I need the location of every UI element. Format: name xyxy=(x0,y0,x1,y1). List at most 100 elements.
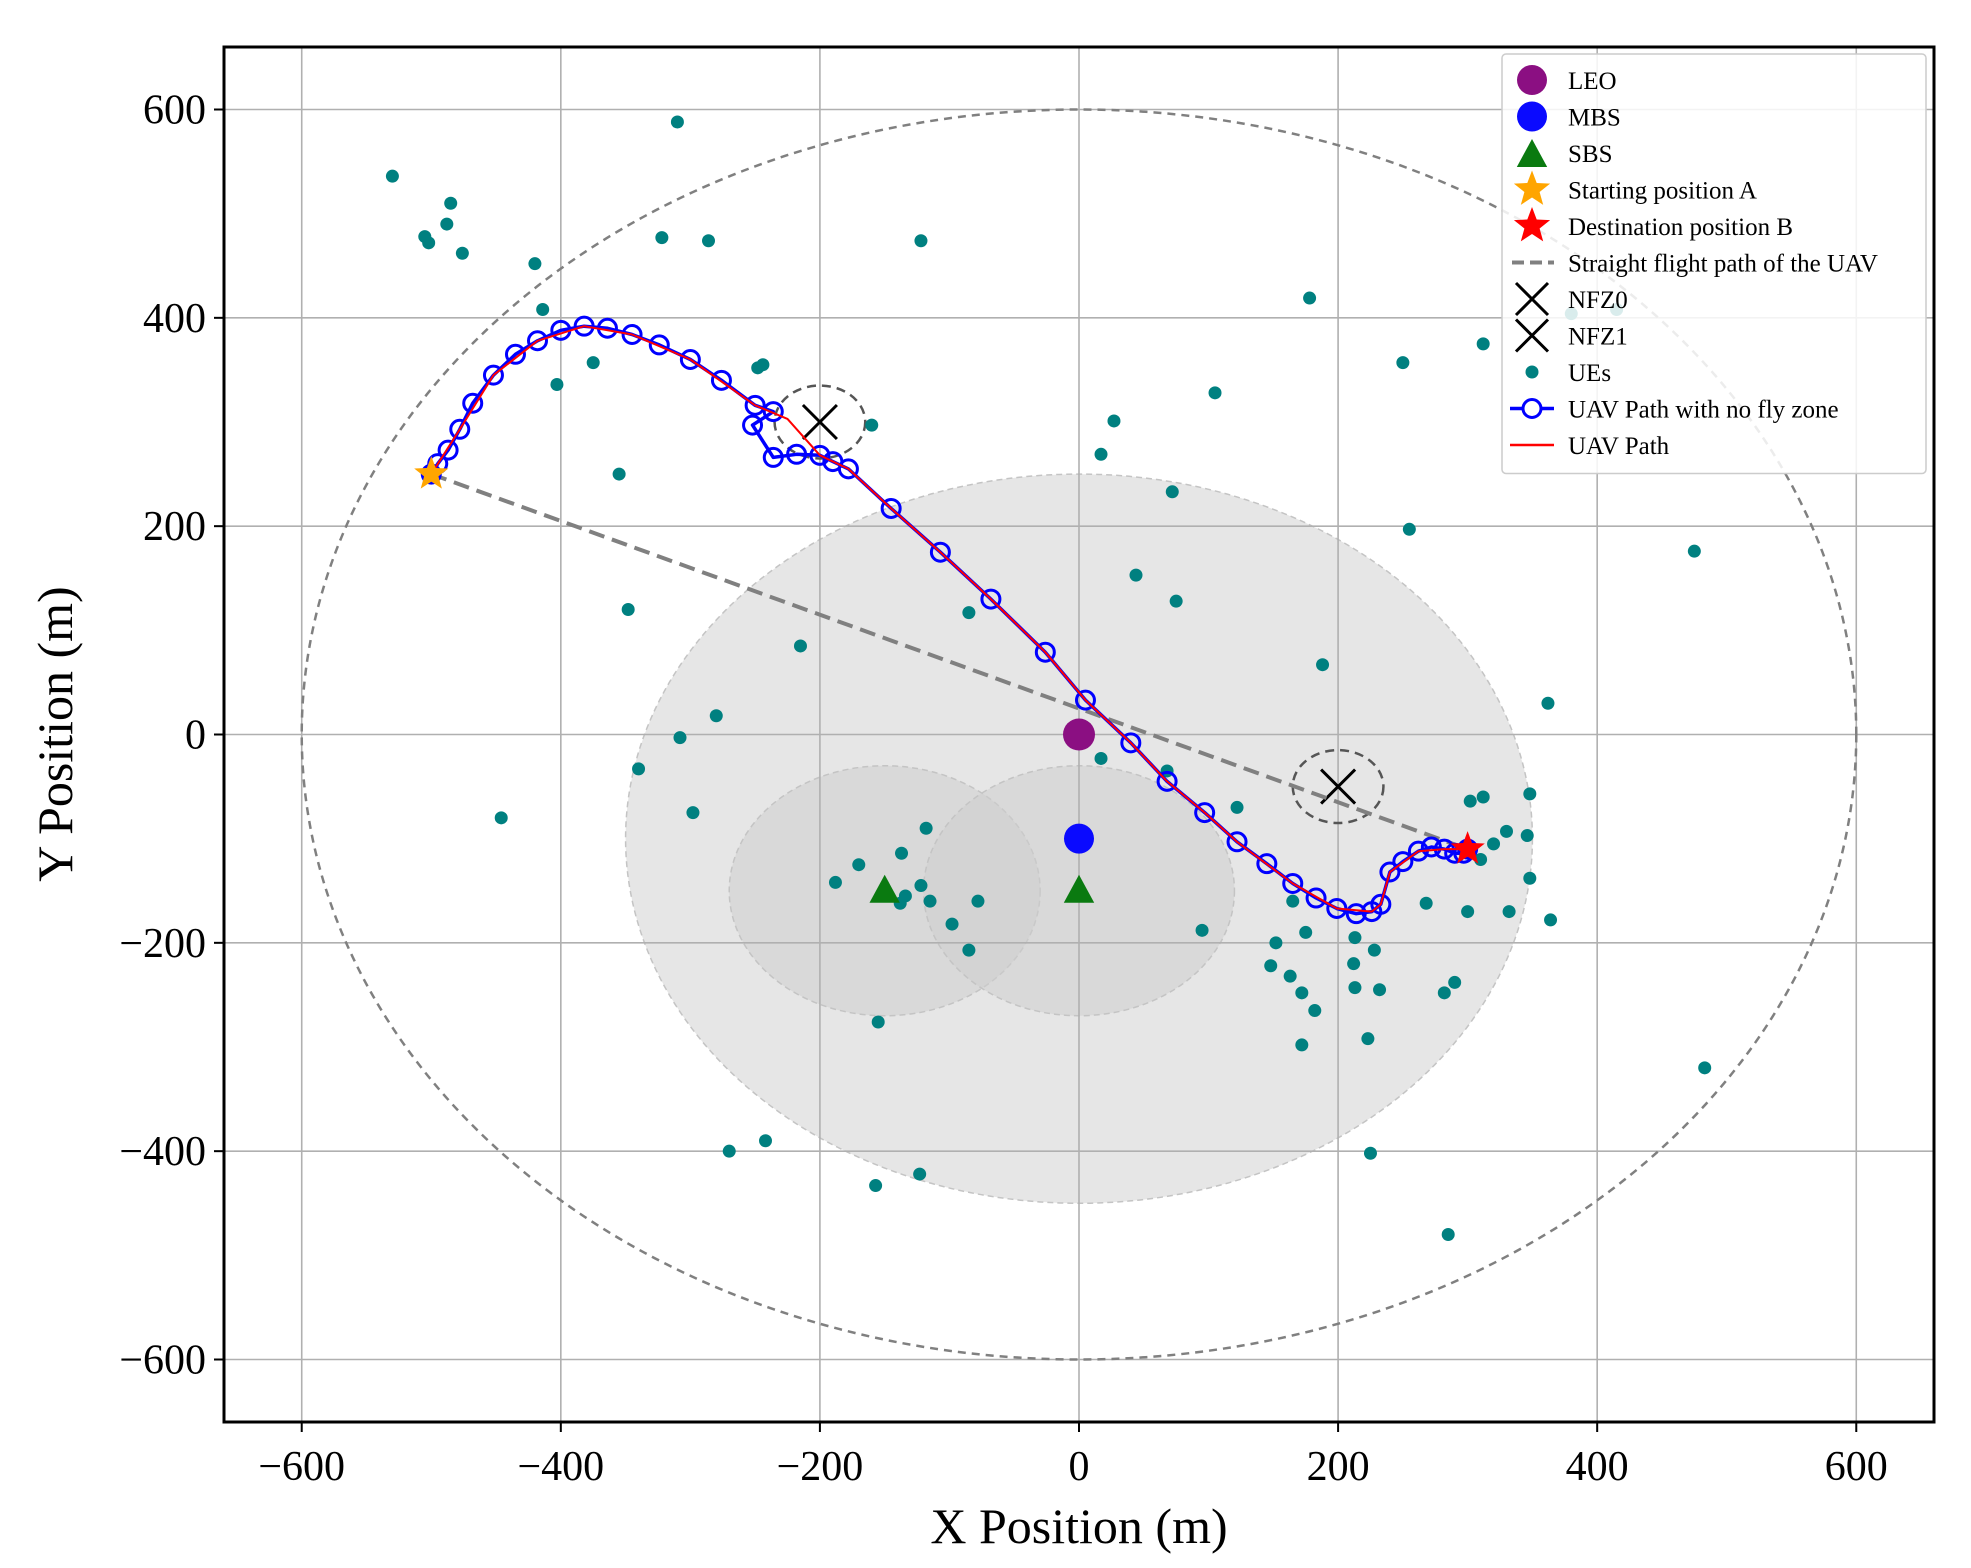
uav-path-nfz-point xyxy=(1305,887,1327,909)
ue-point xyxy=(1348,931,1362,945)
uav-path-nfz-point xyxy=(462,392,484,414)
ue-point xyxy=(1476,337,1490,351)
ue-point xyxy=(1169,594,1183,608)
ue-point xyxy=(586,356,600,370)
x-tick-label: 400 xyxy=(1566,1444,1629,1490)
uav-path-nfz-point xyxy=(742,414,764,436)
uav-path-nfz-point xyxy=(837,458,859,480)
ue-point xyxy=(756,358,770,372)
uav-path-nfz-point xyxy=(762,446,784,468)
uav-path-nfz-point xyxy=(1379,861,1401,883)
ue-point xyxy=(1437,986,1451,1000)
ue-point xyxy=(1107,414,1121,428)
ue-point xyxy=(1461,905,1475,919)
ue-point xyxy=(422,236,436,250)
ue-point xyxy=(945,917,959,931)
legend-label-nfz0: NFZ0 xyxy=(1568,287,1628,314)
uav-path-nfz-point xyxy=(710,369,732,391)
ue-point xyxy=(1165,485,1179,499)
ue-point xyxy=(655,231,669,245)
ue-point xyxy=(1448,975,1462,989)
y-tick-label: 600 xyxy=(143,88,206,134)
ue-point xyxy=(621,603,635,616)
ue-point xyxy=(1264,959,1278,973)
ue-point xyxy=(914,234,928,248)
start-marker xyxy=(414,456,449,489)
ue-point xyxy=(1463,794,1477,808)
uav-path-nfz-point xyxy=(482,364,504,386)
y-axis-label: Y Position (m) xyxy=(27,586,83,881)
ue-point xyxy=(962,606,976,620)
y-tick-label: 200 xyxy=(143,504,206,550)
legend-label-sbs: SBS xyxy=(1568,141,1612,168)
uav-path-nfz-point xyxy=(1194,802,1216,824)
ue-point xyxy=(709,709,723,723)
leo-marker xyxy=(1063,718,1095,751)
ue-point xyxy=(1373,983,1387,997)
ue-point xyxy=(1094,447,1108,461)
ue-point xyxy=(385,169,399,183)
ue-point xyxy=(869,1179,883,1193)
ue-point xyxy=(1541,696,1555,710)
uav-path-line xyxy=(430,325,1468,913)
x-tick-label: −200 xyxy=(777,1444,864,1490)
ue-point xyxy=(1441,1228,1455,1241)
legend-marker-starting-position-a xyxy=(1513,170,1551,205)
uav-path-nfz-point xyxy=(573,315,595,337)
ue-point xyxy=(1295,1038,1309,1052)
uav-path-nfz-point xyxy=(762,401,784,423)
legend-label-straight-flight-path-of-the-uav: Straight flight path of the UAV xyxy=(1568,251,1878,278)
sbs-marker xyxy=(1063,874,1095,903)
uav-path-nfz-point xyxy=(1120,732,1142,754)
legend-marker-nfz0 xyxy=(1514,281,1550,317)
ue-point xyxy=(895,846,909,860)
y-tick-label: 0 xyxy=(185,713,206,759)
ue-point xyxy=(1129,568,1143,582)
ue-point xyxy=(1396,356,1410,370)
uav-path-nfz-point xyxy=(1392,851,1414,873)
x-tick-label: −400 xyxy=(517,1444,604,1490)
ue-point xyxy=(1363,1146,1377,1160)
ue-point xyxy=(1303,291,1317,305)
ue-point xyxy=(1520,829,1534,843)
uav-path-nfz-point xyxy=(1226,831,1248,853)
ue-point xyxy=(1361,1032,1375,1046)
ue-point xyxy=(1523,787,1537,801)
legend-marker-nfz1 xyxy=(1514,318,1550,353)
ue-point xyxy=(852,858,866,872)
ue-point xyxy=(1367,943,1381,957)
ue-point xyxy=(1230,800,1244,814)
uav-path-nfz-point xyxy=(1256,853,1278,875)
uav-path-nfz-point xyxy=(786,443,808,465)
legend-label-leo: LEO xyxy=(1568,68,1617,95)
axis-ticks: −600 −400 −200 0 200 400 600 −600 −400 −200 0 200 40… xyxy=(119,88,1887,1491)
ue-point xyxy=(528,257,542,271)
leo-coverage-circle xyxy=(300,108,1858,1361)
legend-label-nfz1: NFZ1 xyxy=(1568,324,1628,351)
ue-point xyxy=(1402,522,1416,536)
uav-path-nfz-point xyxy=(744,394,766,416)
legend-box xyxy=(1501,53,1927,475)
ue-point xyxy=(919,821,933,835)
mbs-marker xyxy=(1064,823,1094,854)
x-axis-label: X Position (m) xyxy=(930,1498,1227,1554)
uav-path-nfz-point xyxy=(437,439,459,461)
uav-path-nfz-point xyxy=(504,343,526,365)
uav-path-nfz-point xyxy=(809,444,831,466)
ue-point xyxy=(686,806,700,820)
uav-path-nfz-point xyxy=(1345,903,1367,925)
ue-point xyxy=(793,639,807,653)
ue-point xyxy=(1208,386,1222,400)
uav-path-nfz-point xyxy=(1282,872,1304,894)
legend-marker-uav-path-with-no-fly-zone xyxy=(1521,398,1543,419)
ue-point xyxy=(1316,658,1330,672)
legend-label-ues: UEs xyxy=(1568,360,1611,387)
ue-point xyxy=(455,246,469,260)
uav-path-nfz-point xyxy=(880,497,902,519)
ue-point xyxy=(550,378,564,391)
legend-marker-mbs xyxy=(1517,101,1547,132)
uav-path-nfz-point xyxy=(980,588,1002,610)
legend: LEO MBS SBS Starting position A Destination … xyxy=(1501,53,1927,475)
ue-point xyxy=(865,418,879,432)
